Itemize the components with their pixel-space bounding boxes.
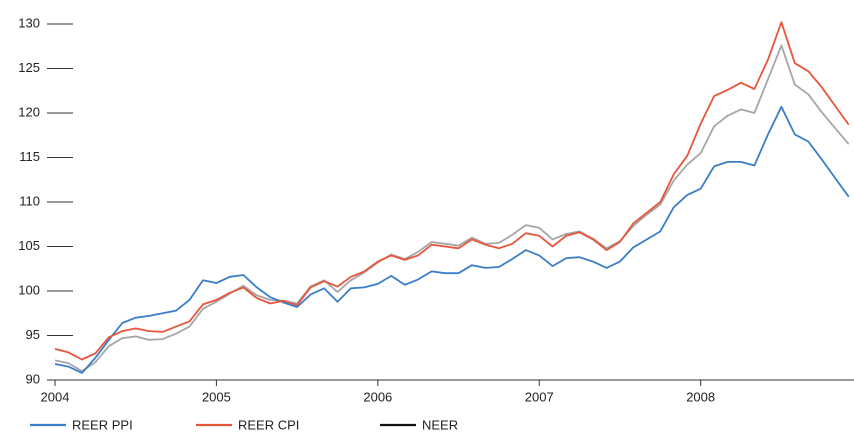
x-tick-label: 2008 <box>686 389 715 404</box>
legend-label: REER PPI <box>72 417 133 432</box>
y-tick-label: 105 <box>18 238 40 253</box>
y-tick-label: 130 <box>18 15 40 30</box>
legend-label: NEER <box>422 417 458 432</box>
series-line <box>54 105 850 374</box>
y-tick-label: 115 <box>19 149 40 164</box>
x-tick-label: 2004 <box>41 389 70 404</box>
y-tick-label: 95 <box>26 327 40 342</box>
y-tick-label: 125 <box>18 60 40 75</box>
x-tick-label: 2006 <box>363 389 392 404</box>
y-tick-label: 90 <box>26 371 40 386</box>
x-tick-label: 2007 <box>525 389 554 404</box>
x-tick-label: 2005 <box>202 389 231 404</box>
series-line <box>54 44 850 372</box>
y-tick-label: 120 <box>18 104 40 119</box>
y-tick-label: 100 <box>18 282 40 297</box>
y-tick-label: 110 <box>19 193 40 208</box>
series-line <box>54 21 850 361</box>
legend-label: REER CPI <box>238 417 299 432</box>
